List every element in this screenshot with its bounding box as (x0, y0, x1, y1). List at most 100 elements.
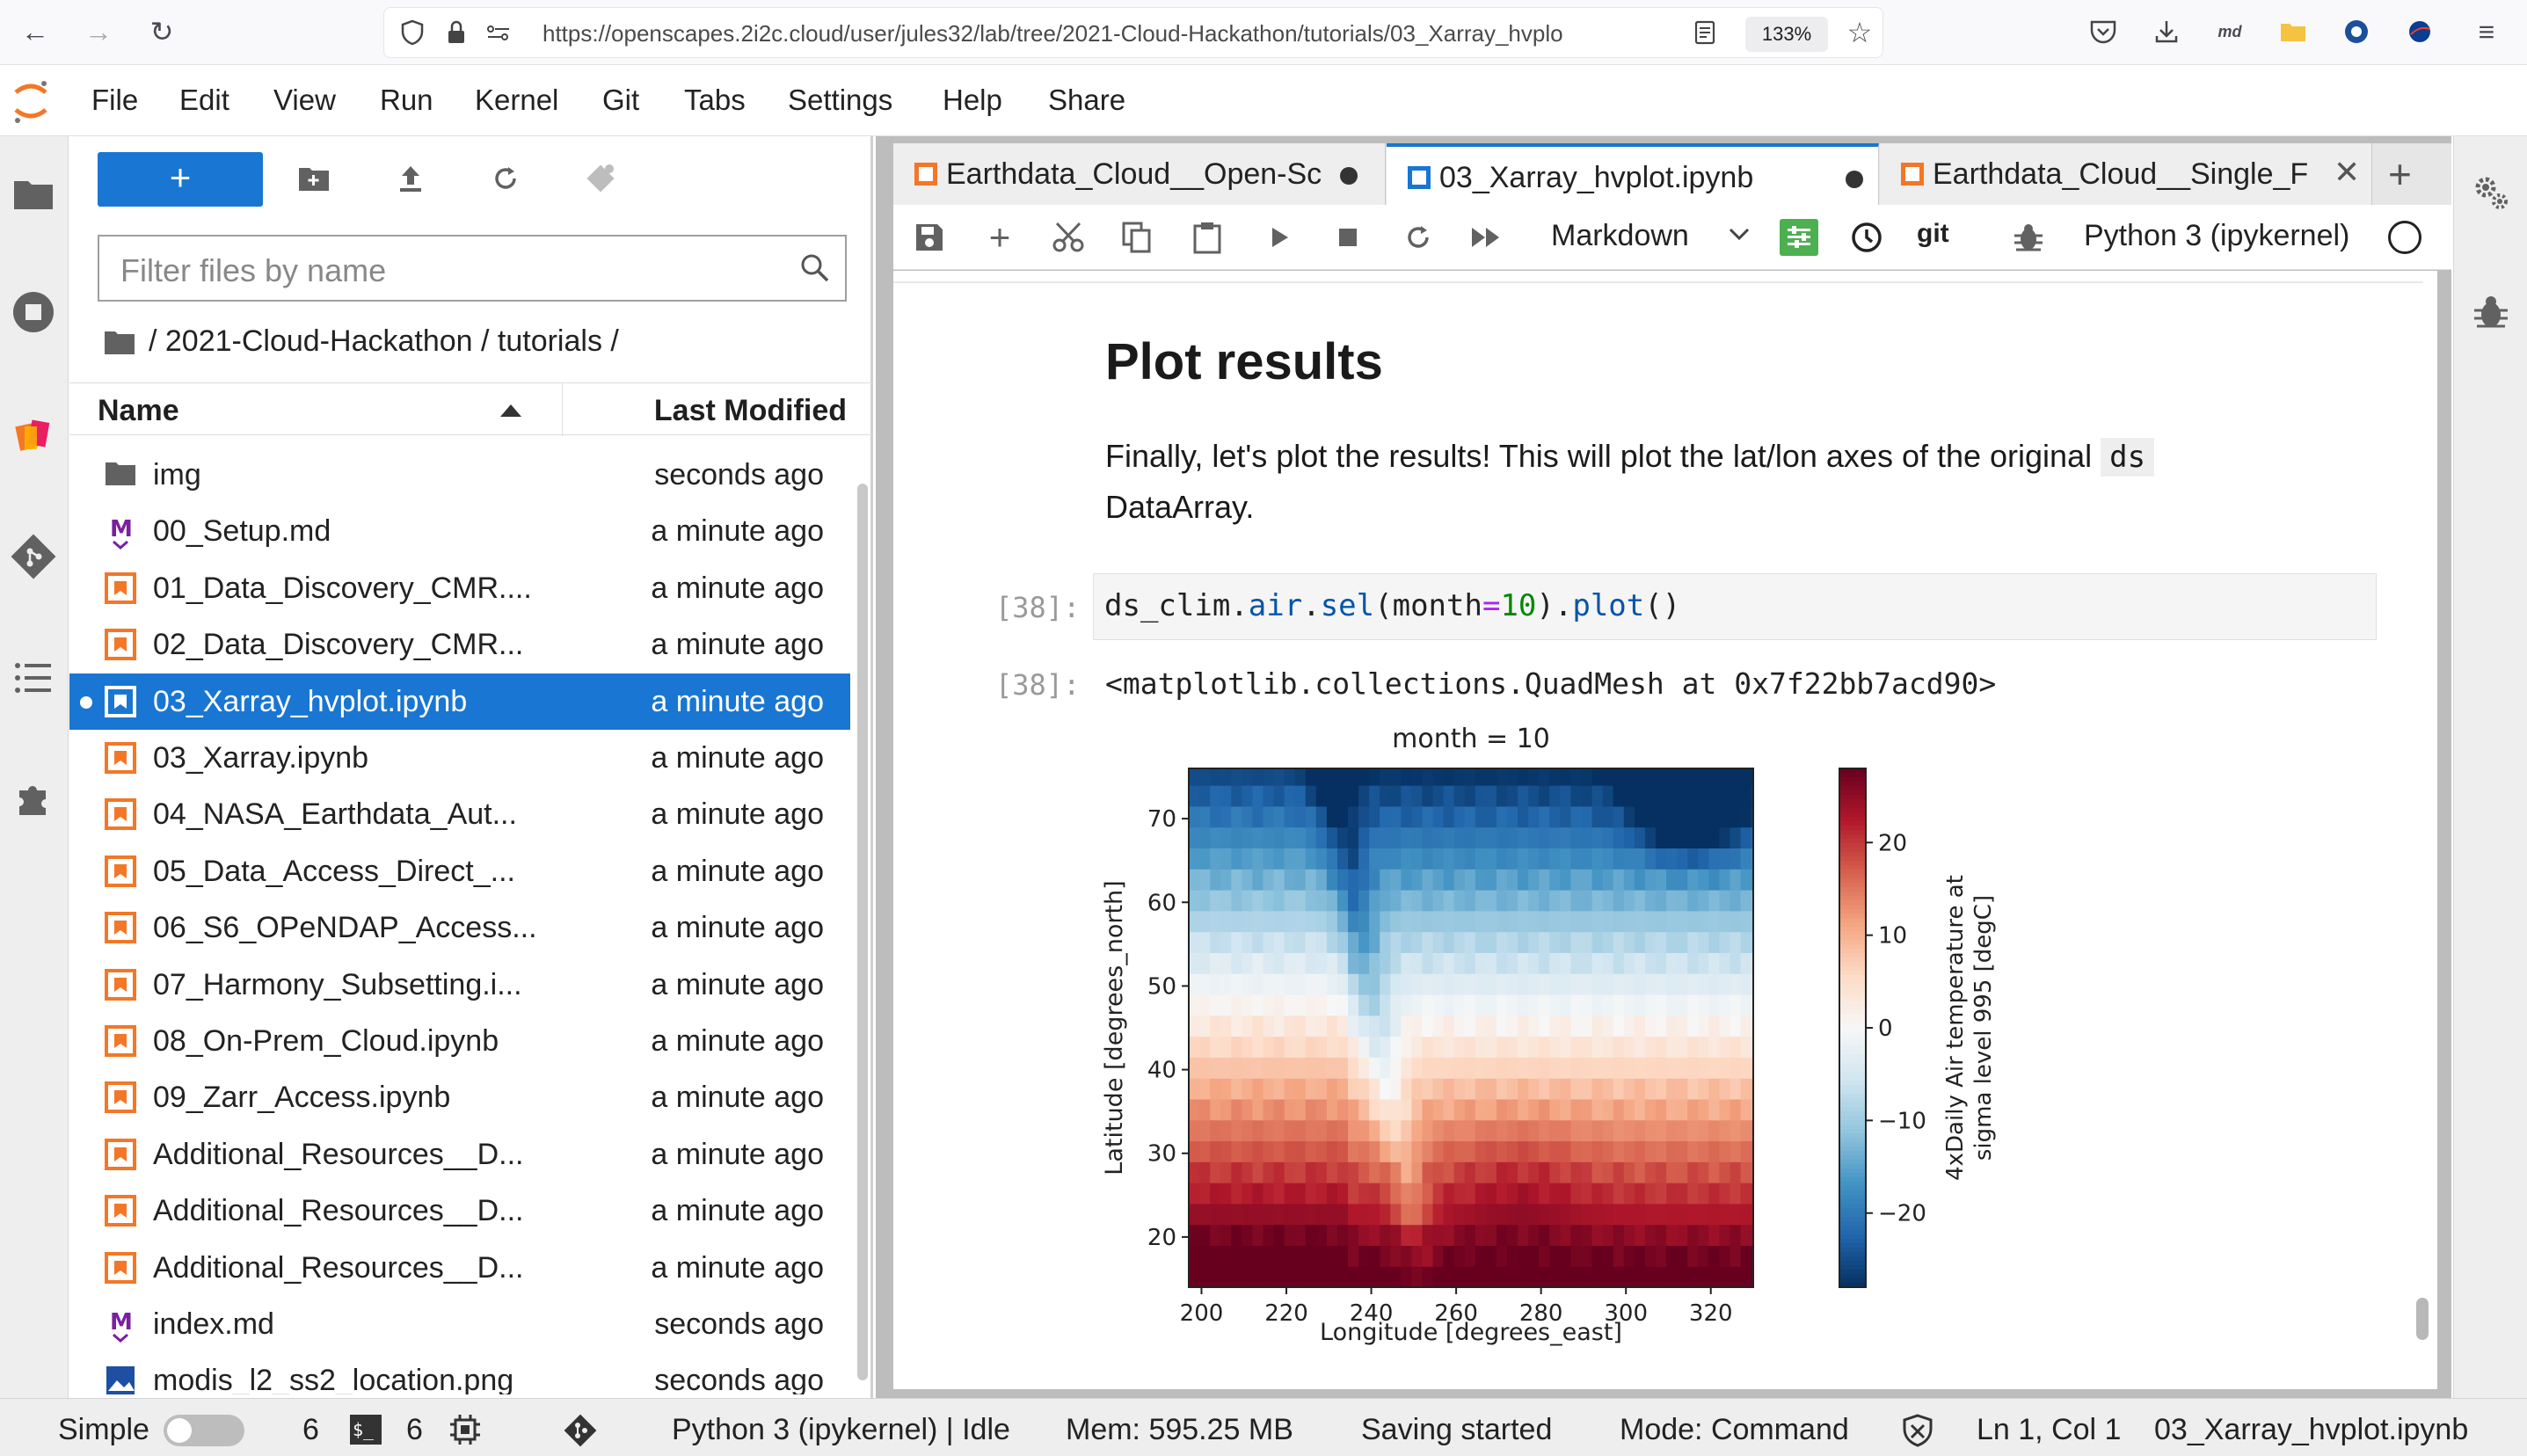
cut-icon[interactable] (1050, 219, 1087, 256)
code-text[interactable]: ds_clim.air.sel(month=10).plot() (1104, 588, 1681, 623)
file-row[interactable]: 09_Zarr_Access.ipynb a minute ago (69, 1069, 850, 1125)
git-diff-button[interactable]: git (1917, 219, 1949, 248)
unsaved-dot-icon[interactable] (1340, 167, 1358, 185)
menu-file[interactable]: File (91, 84, 139, 116)
reload-icon[interactable]: ↻ (149, 16, 174, 47)
menu-share[interactable]: Share (1048, 84, 1126, 116)
cursor-position[interactable]: Ln 1, Col 1 (1977, 1413, 2122, 1446)
menu-run[interactable]: Run (380, 84, 433, 116)
file-row[interactable]: 03_Xarray.ipynb a minute ago (69, 730, 850, 786)
url-text[interactable]: https://openscapes.2i2c.cloud/user/jules… (543, 20, 1563, 47)
permissions-icon[interactable] (479, 13, 518, 52)
file-row[interactable]: 02_Data_Discovery_CMR... a minute ago (69, 616, 850, 673)
kernel-chip-icon[interactable] (448, 1413, 482, 1451)
add-tab-icon[interactable]: + (2388, 151, 2412, 197)
file-row[interactable]: 05_Data_Access_Direct_... a minute ago (69, 843, 850, 899)
column-modified-header[interactable]: Last Modified (653, 394, 847, 427)
code-cell-editor[interactable]: ds_clim.air.sel(month=10).plot() (1093, 573, 2377, 640)
file-row[interactable]: M 00_Setup.md a minute ago (69, 503, 850, 559)
menu-settings[interactable]: Settings (788, 84, 893, 116)
new-folder-icon[interactable] (295, 159, 333, 198)
back-icon[interactable]: ← (21, 15, 49, 47)
pocket-icon[interactable] (2084, 12, 2123, 51)
forward-icon[interactable]: → (84, 15, 113, 47)
simple-mode-toggle[interactable] (164, 1415, 244, 1446)
menu-edit[interactable]: Edit (179, 84, 229, 116)
sort-ascending-icon[interactable] (500, 404, 521, 421)
extensions-puzzle-icon[interactable] (9, 773, 58, 822)
debugger-icon[interactable] (2010, 219, 2047, 256)
table-of-contents-icon[interactable] (9, 653, 58, 703)
paste-icon[interactable] (1189, 219, 1226, 256)
file-row[interactable]: 01_Data_Discovery_CMR.... a minute ago (69, 560, 850, 616)
kernel-name[interactable]: Python 3 (ipykernel) (2084, 219, 2350, 252)
folder-icon[interactable] (103, 328, 136, 356)
notebook-scrollbar[interactable] (2416, 1298, 2429, 1340)
reader-view-icon[interactable] (1686, 13, 1724, 52)
tab-03-xarray-hvplot[interactable]: 03_Xarray_hvplot.ipynb (1387, 143, 1879, 205)
file-row[interactable]: img seconds ago (69, 447, 850, 503)
menu-view[interactable]: View (273, 84, 336, 116)
interrupt-kernel-icon[interactable] (1329, 219, 1366, 256)
cell-type-select[interactable]: Markdown (1551, 219, 1762, 256)
file-browser-icon[interactable] (9, 169, 58, 218)
tab-earthdata-single-file[interactable]: Earthdata_Cloud__Single_F ✕ (1880, 143, 2372, 205)
breadcrumb-path[interactable]: / 2021-Cloud-Hackathon / tutorials / (149, 324, 619, 358)
folder-extension-icon[interactable] (2274, 12, 2312, 51)
file-row[interactable]: Additional_Resources__D... a minute ago (69, 1240, 850, 1296)
copy-icon[interactable] (1118, 219, 1155, 256)
menu-git[interactable]: Git (602, 84, 640, 116)
file-row[interactable]: modis_l2_ss2_location.png seconds ago (69, 1352, 850, 1394)
url-bar[interactable]: https://openscapes.2i2c.cloud/user/jules… (383, 7, 1883, 58)
kernel-status[interactable]: Python 3 (ipykernel) | Idle (672, 1413, 1010, 1446)
menu-kernel[interactable]: Kernel (475, 84, 559, 116)
file-row[interactable]: 03_Xarray_hvplot.ipynb a minute ago (69, 673, 850, 730)
property-inspector-gear-icon[interactable] (2466, 168, 2516, 217)
running-sessions-icon[interactable] (9, 288, 58, 337)
nasa-extension-icon[interactable] (2400, 12, 2439, 51)
git-icon[interactable] (9, 532, 58, 581)
terminal-icon[interactable]: $_ (350, 1415, 382, 1445)
file-row[interactable]: 07_Harmony_Subsetting.i... a minute ago (69, 957, 850, 1013)
filter-files-input[interactable]: Filter files by name (98, 235, 847, 302)
git-clone-icon[interactable] (581, 159, 620, 198)
zoom-level[interactable]: 133% (1745, 17, 1828, 52)
trust-shield-icon[interactable] (1901, 1413, 1934, 1452)
menu-icon[interactable]: ≡ (2478, 15, 2495, 47)
shield-icon[interactable] (393, 13, 432, 52)
new-launcher-button[interactable]: + (98, 152, 263, 207)
upload-icon[interactable] (391, 159, 430, 198)
run-cell-icon[interactable] (1261, 219, 1298, 256)
file-row[interactable]: Additional_Resources__D... a minute ago (69, 1183, 850, 1239)
file-row[interactable]: 06_S6_OPeNDAP_Access... a minute ago (69, 899, 850, 956)
lock-icon[interactable] (437, 13, 476, 52)
extension-manager-icon[interactable] (9, 411, 58, 460)
bookmark-star-icon[interactable]: ☆ (1846, 17, 1873, 48)
markdown-extension-icon[interactable]: md (2217, 22, 2242, 40)
file-row[interactable]: Additional_Resources__D... a minute ago (69, 1126, 850, 1183)
close-icon[interactable]: ✕ (2334, 154, 2361, 190)
column-name-header[interactable]: Name (98, 394, 179, 427)
restart-run-all-icon[interactable] (1468, 219, 1505, 256)
refresh-icon[interactable] (486, 159, 525, 198)
file-list-scrollbar[interactable] (857, 484, 868, 1380)
notebook-file-icon (105, 1025, 136, 1057)
file-row[interactable]: 04_NASA_Earthdata_Aut... a minute ago (69, 786, 850, 842)
extension-icon[interactable] (2337, 12, 2376, 51)
tab-earthdata-open-science[interactable]: Earthdata_Cloud__Open-Sc (893, 143, 1386, 205)
save-icon[interactable] (911, 219, 948, 256)
clock-icon[interactable] (1848, 219, 1885, 256)
kernel-count[interactable]: 6 (406, 1413, 423, 1446)
downloads-icon[interactable] (2147, 12, 2186, 51)
unsaved-dot-icon[interactable] (1846, 171, 1863, 188)
menu-help[interactable]: Help (943, 84, 1002, 116)
insert-cell-icon[interactable]: + (988, 216, 1011, 258)
menu-tabs[interactable]: Tabs (684, 84, 746, 116)
file-row[interactable]: 08_On-Prem_Cloud.ipynb a minute ago (69, 1013, 850, 1069)
terminal-count[interactable]: 6 (302, 1413, 319, 1446)
property-inspector-icon[interactable] (1780, 219, 1818, 256)
debugger-sidebar-icon[interactable] (2466, 288, 2516, 337)
git-status-icon[interactable] (563, 1413, 598, 1452)
restart-kernel-icon[interactable] (1400, 219, 1437, 256)
